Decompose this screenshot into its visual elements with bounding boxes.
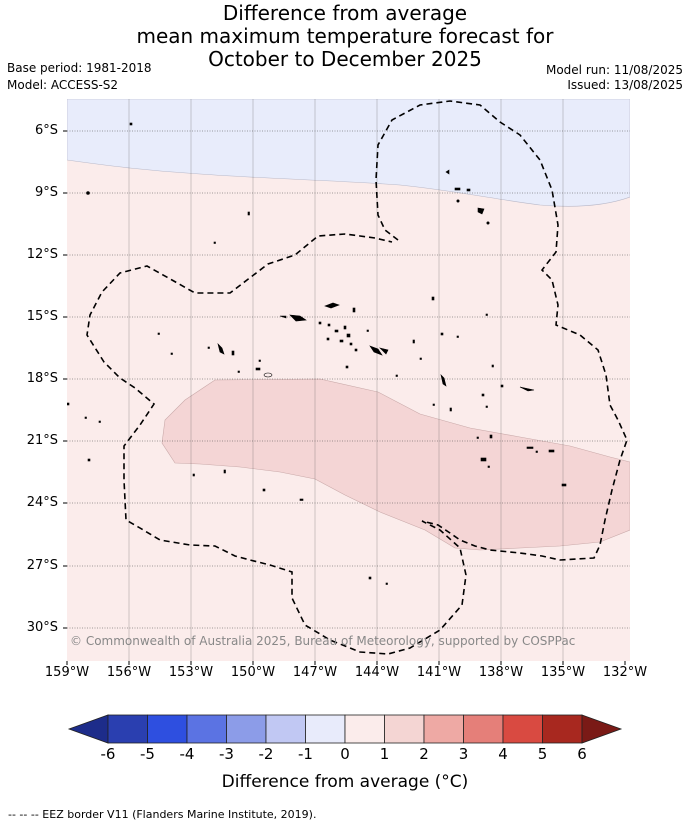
colorbar-swatch-below-neg6 bbox=[67, 714, 109, 744]
colorbar-tick: 3 bbox=[458, 745, 469, 763]
title-line-1: Difference from average bbox=[222, 1, 468, 25]
colorbar-title: Difference from average (°C) bbox=[221, 772, 469, 792]
lon-label: 132°W bbox=[602, 665, 648, 680]
colorbar-swatch bbox=[305, 714, 346, 744]
title-line-2: mean maximum temperature forecast for bbox=[136, 24, 554, 48]
colorbar-tick: 2 bbox=[419, 745, 429, 763]
lat-label: 6°S bbox=[34, 123, 58, 138]
colorbar bbox=[67, 714, 623, 744]
islands bbox=[67, 122, 567, 585]
colorbar-swatch bbox=[226, 714, 267, 744]
colorbar-swatch bbox=[502, 714, 543, 744]
anomaly-zone-1-to-2 bbox=[161, 378, 630, 551]
model-name: Model: ACCESS-S2 bbox=[7, 78, 119, 92]
colorbar-tick: -4 bbox=[179, 745, 195, 763]
colorbar-tick: 4 bbox=[498, 745, 508, 763]
colorbar-tick: 1 bbox=[379, 745, 390, 763]
colorbar-swatch bbox=[265, 714, 306, 744]
colorbar-swatch bbox=[423, 714, 464, 744]
colorbar-tick: -3 bbox=[219, 745, 234, 763]
colorbar-swatch bbox=[542, 714, 583, 744]
colorbar-swatch bbox=[186, 714, 227, 744]
eez-border bbox=[86, 100, 628, 655]
colorbar-tick: -2 bbox=[258, 745, 274, 763]
lon-label: 135°W bbox=[540, 665, 586, 680]
colorbar-swatch bbox=[344, 714, 385, 744]
colorbar-swatch-above-6 bbox=[581, 714, 623, 744]
colorbar-swatch bbox=[463, 714, 504, 744]
colorbar-tick: -1 bbox=[298, 745, 313, 763]
lon-label: 147°W bbox=[292, 665, 338, 680]
lon-label: 141°W bbox=[416, 665, 462, 680]
lon-label: 159°W bbox=[44, 665, 90, 680]
lat-label: 21°S bbox=[26, 433, 58, 448]
copyright-notice: © Commonwealth of Australia 2025, Bureau… bbox=[70, 634, 576, 648]
lon-label: 138°W bbox=[478, 665, 524, 680]
colorbar-tick: -5 bbox=[140, 745, 155, 763]
eez-legend: -- -- -- EEZ border V11 (Flanders Marine… bbox=[8, 808, 317, 821]
map-ticks bbox=[63, 130, 626, 665]
lon-label: 144°W bbox=[354, 665, 400, 680]
colorbar-swatch bbox=[147, 714, 188, 744]
lon-label: 153°W bbox=[168, 665, 214, 680]
colorbar-tick: 0 bbox=[340, 745, 350, 763]
lat-label: 15°S bbox=[26, 309, 58, 324]
lat-label: 9°S bbox=[34, 185, 58, 200]
lat-label: 30°S bbox=[26, 620, 58, 635]
anomaly-zone-minus-1-to-0 bbox=[67, 99, 630, 207]
lon-label: 150°W bbox=[230, 665, 276, 680]
title-line-3: October to December 2025 bbox=[208, 47, 482, 71]
lat-label: 27°S bbox=[26, 558, 58, 573]
issued-date: Issued: 13/08/2025 bbox=[567, 78, 683, 92]
lon-label: 156°W bbox=[106, 665, 152, 680]
model-run: Model run: 11/08/2025 bbox=[545, 63, 683, 77]
colorbar-swatch bbox=[384, 714, 425, 744]
lat-label: 24°S bbox=[26, 495, 58, 510]
colorbar-tick: 6 bbox=[577, 745, 587, 763]
colorbar-swatch bbox=[107, 714, 148, 744]
colorbar-tick: 5 bbox=[537, 745, 548, 763]
lat-label: 12°S bbox=[26, 247, 58, 262]
lat-label: 18°S bbox=[26, 371, 58, 386]
colorbar-tick: -6 bbox=[100, 745, 116, 763]
base-period: Base period: 1981-2018 bbox=[7, 61, 152, 75]
